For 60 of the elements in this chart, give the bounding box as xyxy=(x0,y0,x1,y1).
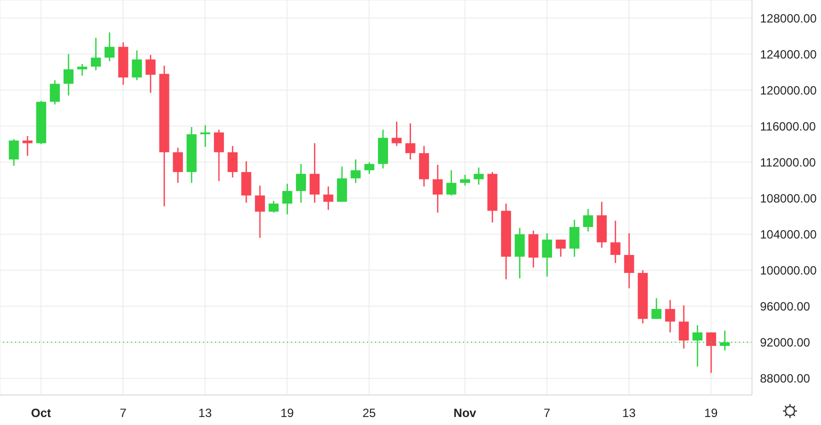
candlestick xyxy=(610,220,620,264)
candlestick xyxy=(8,138,19,166)
candlestick xyxy=(254,184,265,238)
y-tick-label: 112000.00 xyxy=(760,155,816,170)
candlestick xyxy=(556,238,566,258)
candlestick xyxy=(665,299,676,334)
y-tick-label: 116000.00 xyxy=(760,119,816,134)
candlestick xyxy=(350,158,361,184)
candlestick xyxy=(651,298,662,320)
y-tick-label: 120000.00 xyxy=(760,83,818,98)
candlestick xyxy=(214,129,224,182)
candlestick xyxy=(64,53,74,96)
candlestick xyxy=(583,208,594,232)
y-tick-label: 128000.00 xyxy=(760,11,818,26)
candlestick xyxy=(104,32,115,62)
candlestick xyxy=(624,232,634,289)
x-tick-label: Nov xyxy=(454,406,477,420)
x-tick-label: 7 xyxy=(120,406,127,420)
candlestick xyxy=(405,122,416,160)
y-tick-label: 96000.00 xyxy=(760,300,810,314)
y-tick-label: 104000.00 xyxy=(760,227,818,242)
candlestick xyxy=(282,183,292,216)
x-tick-label: Oct xyxy=(31,406,52,420)
y-tick-label: 124000.00 xyxy=(760,47,818,62)
candlestick xyxy=(706,332,716,374)
candlestick xyxy=(323,186,334,211)
candlestick xyxy=(528,230,538,268)
candlestick xyxy=(50,80,60,106)
candlestick xyxy=(432,164,443,214)
x-tick-label: 13 xyxy=(198,406,212,420)
candlestick xyxy=(228,145,238,178)
candlestick xyxy=(569,219,580,258)
candlestick xyxy=(364,161,374,175)
candlestick xyxy=(296,163,306,204)
y-tick-label: 108000.00 xyxy=(760,191,818,206)
candlestick xyxy=(146,54,156,94)
candlestick xyxy=(132,50,142,81)
candlestick xyxy=(268,200,279,214)
candlestick xyxy=(474,166,484,186)
candlestick xyxy=(460,174,470,186)
candlestick xyxy=(241,160,252,204)
y-tick-label: 92000.00 xyxy=(760,336,810,350)
candlestick xyxy=(514,227,525,279)
candlestick xyxy=(22,135,33,156)
y-tick-label: 88000.00 xyxy=(760,372,810,386)
candlestick xyxy=(90,37,101,71)
x-tick-label: 25 xyxy=(362,406,376,420)
x-tick-label: 7 xyxy=(544,406,551,420)
candlestick xyxy=(172,147,183,184)
candlestick xyxy=(678,304,689,350)
candlestick xyxy=(77,63,88,76)
candlestick xyxy=(336,166,347,202)
candlestick xyxy=(392,120,402,147)
x-tick-label: 19 xyxy=(280,406,294,420)
y-tick-label: 100000.00 xyxy=(760,264,818,278)
candlestick xyxy=(310,142,320,204)
candlestick xyxy=(446,170,456,196)
candlestick xyxy=(542,232,552,278)
x-tick-label: 19 xyxy=(704,406,718,420)
x-tick-label: 13 xyxy=(622,406,636,420)
